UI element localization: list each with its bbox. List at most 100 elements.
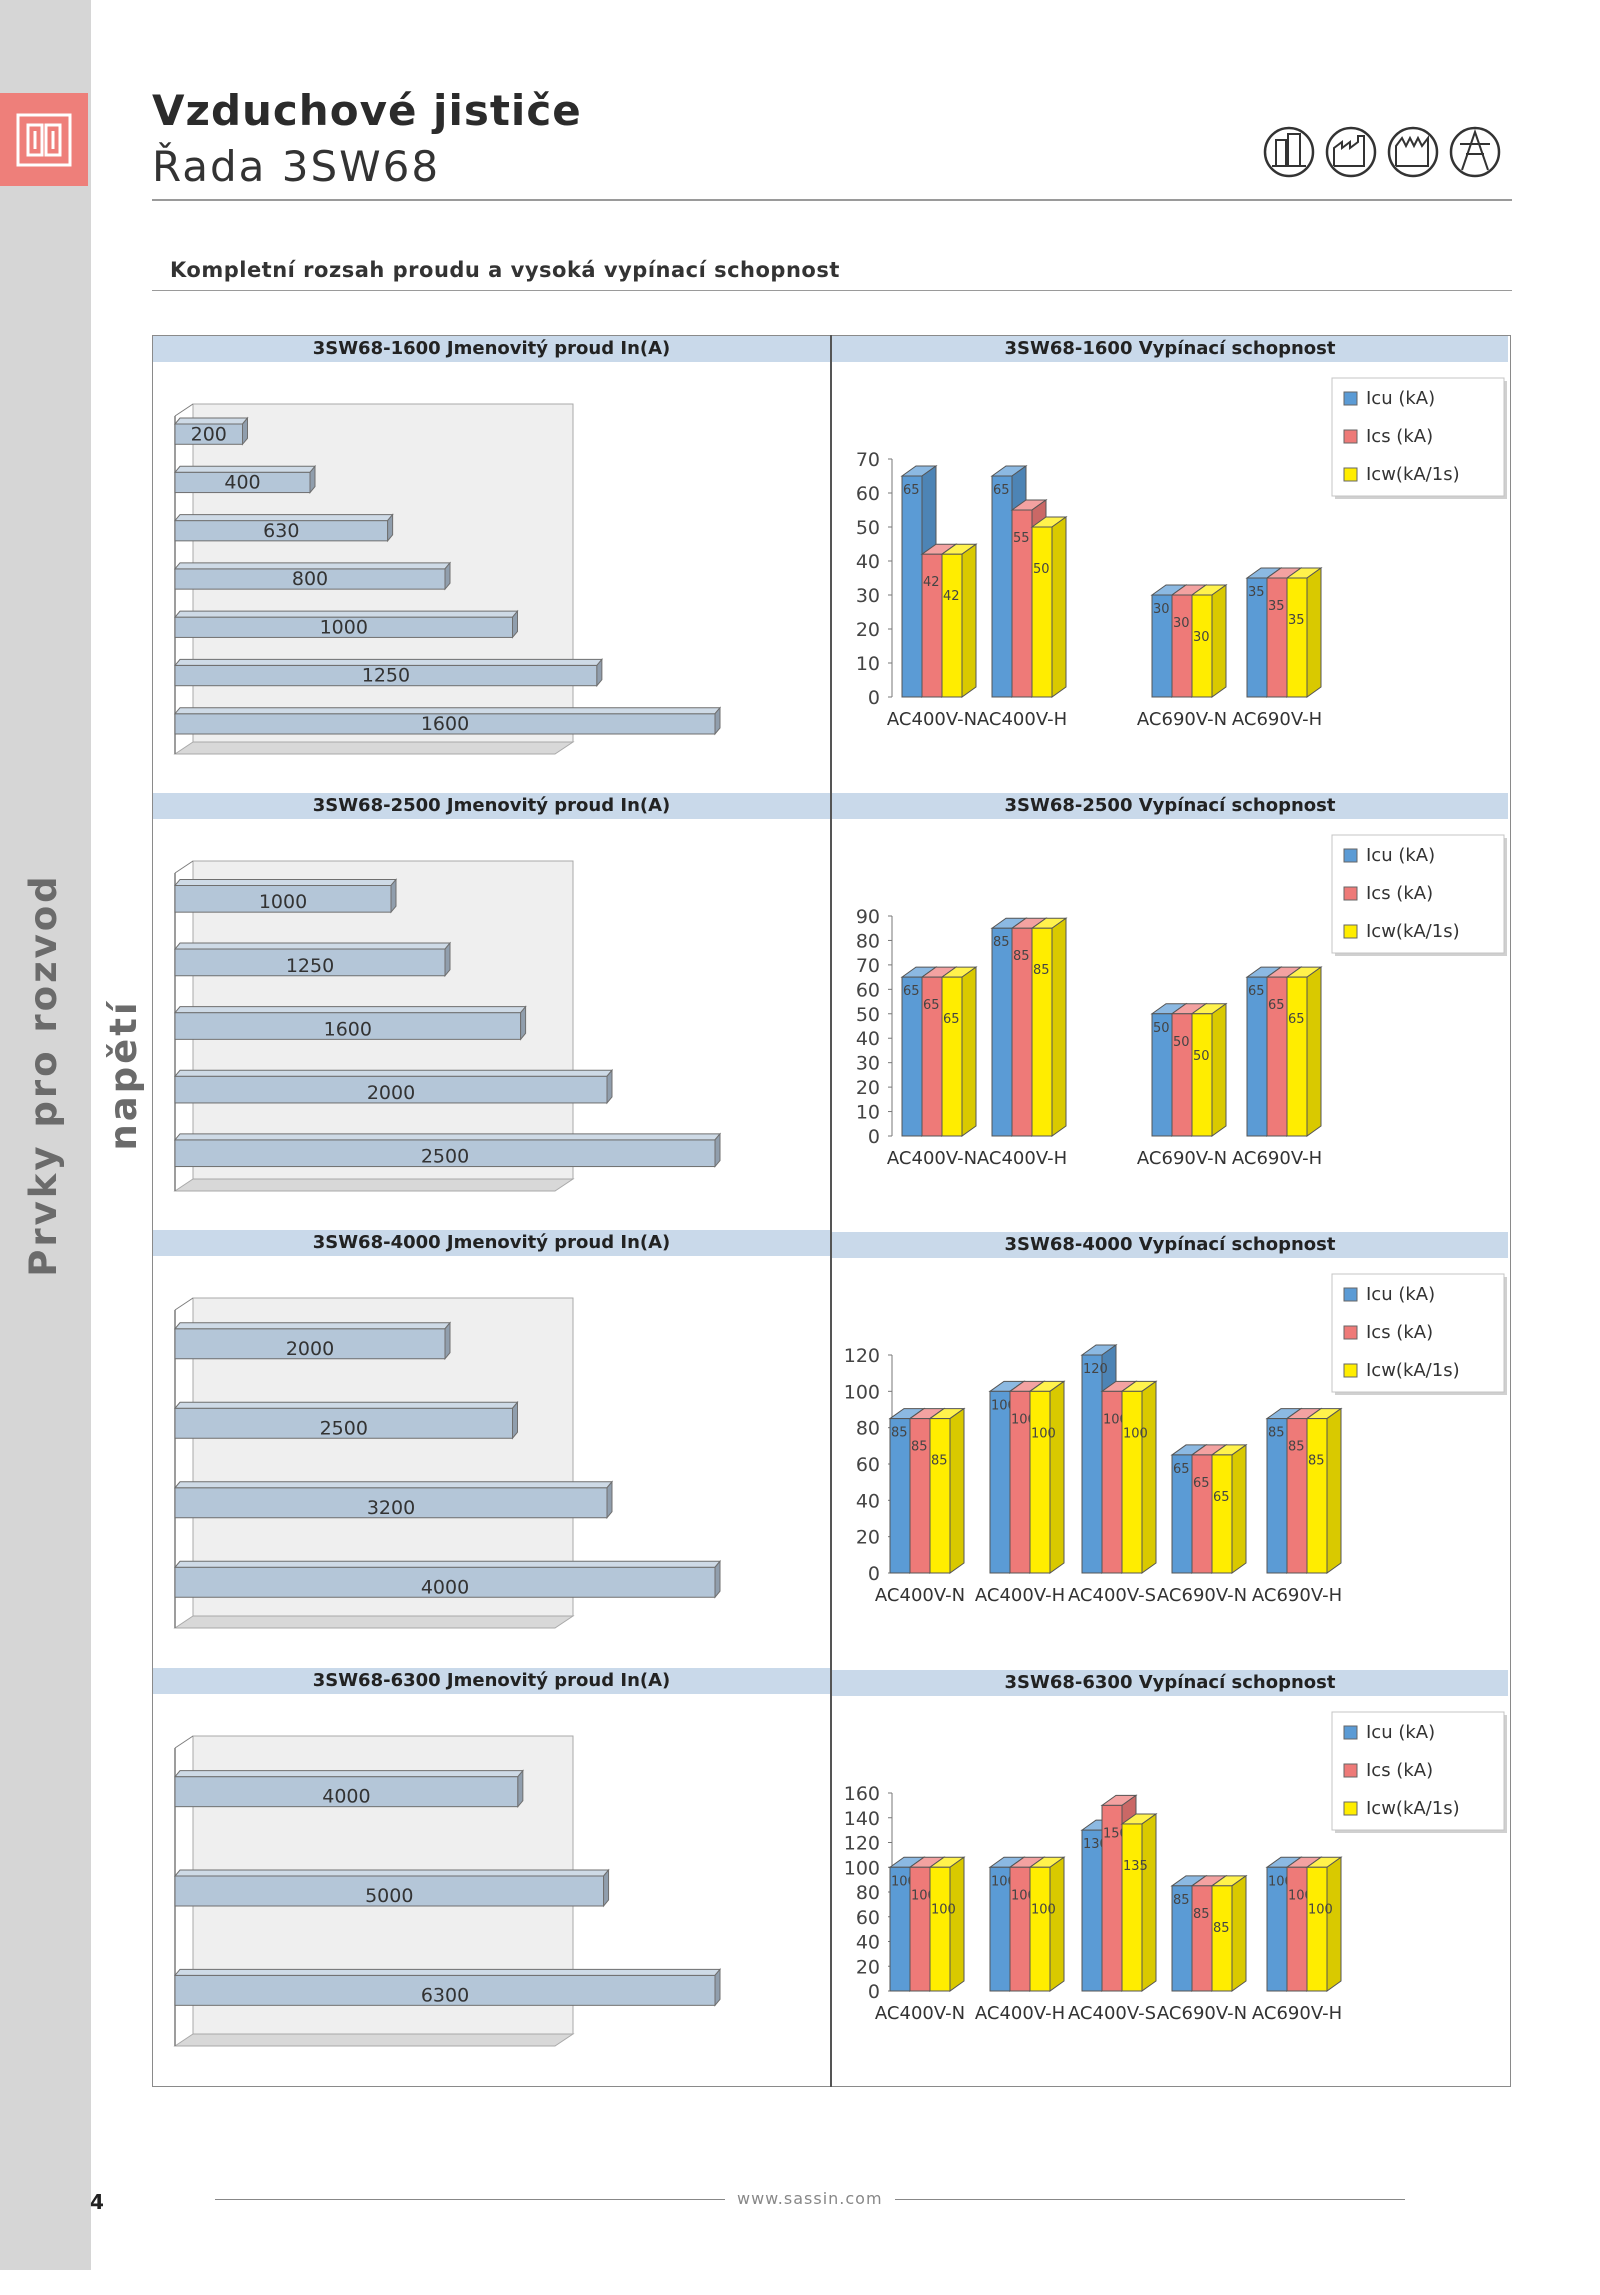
y-tick-label: 40 — [856, 1490, 880, 1512]
category-label: AC400V-H — [977, 709, 1067, 730]
bar-front — [901, 976, 923, 1137]
y-tick-label: 70 — [856, 955, 880, 977]
data-label: 120 — [1083, 1362, 1108, 1377]
bar-front — [909, 1866, 931, 1992]
data-label: 85 — [931, 1454, 948, 1469]
bar-front — [989, 1390, 1011, 1574]
data-label: 100 — [1308, 1902, 1333, 1917]
data-label: 30 — [1153, 602, 1170, 617]
data-label: 50 — [1193, 1049, 1210, 1064]
data-label: 135 — [1123, 1859, 1148, 1874]
break-1600-bar-1-2: 50 — [1030, 516, 1068, 698]
y-tick-label: 40 — [856, 1932, 880, 1954]
legend-swatch — [1343, 1363, 1358, 1378]
legend-label: Ics (kA) — [1366, 1322, 1433, 1343]
data-label: 100 — [931, 1902, 956, 1917]
legend-box — [1331, 1711, 1505, 1831]
y-tick-label: 60 — [856, 1454, 880, 1476]
legend-swatch — [1343, 391, 1358, 406]
y-tick-label: 20 — [856, 619, 880, 641]
rated-2500-chart: 1000 1250 1600 2000 2500 — [173, 860, 722, 1192]
data-label: 42 — [923, 575, 940, 590]
bar-label: 4000 — [421, 1576, 469, 1598]
footer-rule-left — [215, 2199, 725, 2200]
y-tick-label: 100 — [844, 1381, 880, 1403]
data-label: 65 — [903, 984, 920, 999]
data-label: 85 — [1173, 1893, 1190, 1908]
bar-front — [174, 1012, 522, 1040]
page-number: 4 — [90, 2190, 104, 2214]
bar-side — [1049, 1856, 1065, 1992]
bar-front — [1031, 526, 1053, 698]
bar-side — [1306, 567, 1322, 698]
category-label: AC400V-H — [975, 2003, 1065, 2024]
bar-side — [520, 1005, 527, 1041]
data-label: 65 — [1173, 1462, 1190, 1477]
rated-4000-chart: 2000 2500 3200 4000 — [173, 1297, 722, 1629]
bar-label: 1600 — [421, 713, 469, 735]
bar-side — [444, 1321, 451, 1361]
legend-label: Icu (kA) — [1366, 388, 1435, 409]
bar-front — [174, 1328, 446, 1360]
bar-top — [173, 1069, 614, 1077]
legend-swatch — [1343, 1763, 1358, 1778]
bar-top — [173, 1006, 527, 1014]
y-tick-label: 60 — [856, 1907, 880, 1929]
data-label: 100 — [1031, 1426, 1056, 1441]
break-4000-bar-3-2: 65 — [1210, 1443, 1248, 1574]
data-label: 65 — [1193, 1476, 1210, 1491]
bar-front — [1266, 1418, 1288, 1574]
break-6300-bar-0-2: 100 — [928, 1856, 966, 1992]
bar-front — [941, 553, 963, 698]
bar-side — [606, 1068, 613, 1105]
rated-4000-bar-3: 4000 — [173, 1559, 722, 1599]
bar-side — [1051, 917, 1067, 1137]
data-label: 42 — [943, 589, 960, 604]
bar-side — [512, 609, 518, 639]
data-label: 65 — [943, 1012, 960, 1027]
rated-6300-title: 3SW68-6300 Jmenovitý proud In(A) — [153, 1668, 830, 1694]
bar-front — [991, 475, 1013, 698]
bar-label: 630 — [263, 520, 299, 542]
data-label: 65 — [903, 483, 920, 498]
axis-edge — [174, 860, 194, 874]
category-label: AC400V-N — [875, 1585, 965, 1606]
legend-swatch — [1343, 1725, 1358, 1740]
data-label: 50 — [1153, 1021, 1170, 1036]
break-2500-bar-3-2: 65 — [1285, 966, 1323, 1137]
bar-front — [1191, 1013, 1213, 1137]
side-label: Prvky pro rozvod napětí — [22, 873, 145, 1277]
break-4000-bar-2-2: 100 — [1120, 1380, 1158, 1574]
chart-floor — [173, 1178, 575, 1192]
y-tick-label: 140 — [844, 1808, 880, 1830]
bar-label: 1000 — [320, 616, 368, 638]
legend-swatch — [1343, 429, 1358, 444]
bar-top — [173, 1869, 610, 1877]
bar-side — [1326, 1856, 1342, 1992]
bar-side — [949, 1856, 965, 1992]
break-6300-legend: Icu (kA) Ics (kA) Icw(kA/1s) — [1331, 1711, 1507, 1833]
data-label: 65 — [1288, 1012, 1305, 1027]
break-4000-bar-4-2: 85 — [1305, 1407, 1343, 1574]
bar-front — [1211, 1454, 1233, 1574]
bar-side — [714, 1559, 721, 1599]
y-tick-label: 70 — [856, 449, 880, 471]
bar-top — [173, 1560, 722, 1568]
category-label: AC400V-H — [975, 1585, 1065, 1606]
bar-front — [174, 1974, 716, 2006]
data-label: 30 — [1193, 630, 1210, 645]
y-tick-label: 60 — [856, 979, 880, 1001]
bar-label: 1250 — [286, 955, 334, 977]
legend-swatch — [1343, 467, 1358, 482]
bar-front — [1286, 976, 1308, 1137]
bar-front — [1171, 1013, 1193, 1137]
break-6300-title: 3SW68-6300 Vypínací schopnost — [832, 1670, 1508, 1696]
category-label: AC690V-H — [1232, 1148, 1322, 1169]
y-tick-label: 0 — [868, 1563, 880, 1585]
rated-4000-bar-2: 3200 — [173, 1480, 614, 1520]
rated-6300-bar-1: 5000 — [173, 1868, 610, 1908]
rated-1600-title: 3SW68-1600 Jmenovitý proud In(A) — [153, 336, 830, 362]
bar-front — [1121, 1823, 1143, 1992]
